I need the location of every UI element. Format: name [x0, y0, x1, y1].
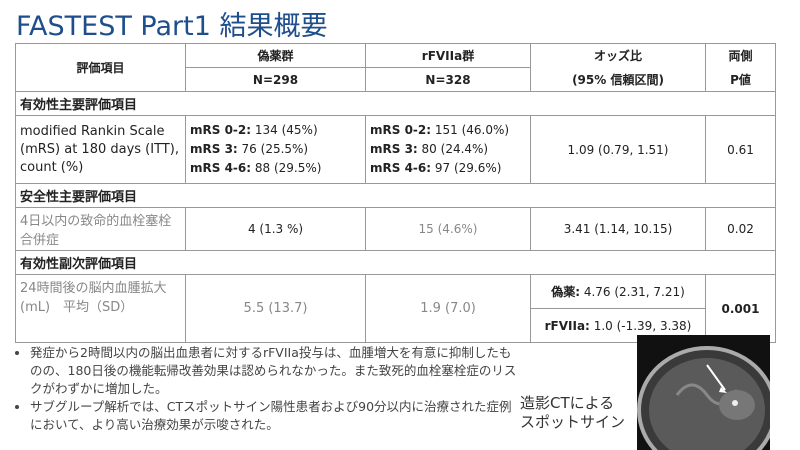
label: mRS 0-2:	[190, 123, 252, 137]
label: mRS 3:	[190, 142, 238, 156]
line: mRS 3: 80 (24.4%)	[370, 140, 526, 159]
label: rFVIIa:	[544, 318, 590, 333]
rfviia-cell: mRS 0-2: 151 (46.0%) mRS 3: 80 (24.4%) m…	[365, 115, 531, 184]
placebo-cell: 5.5 (13.7)	[185, 274, 366, 343]
rfviia-cell: 15 (4.6%)	[365, 207, 531, 251]
placebo-cell: 4 (1.3 %)	[185, 207, 366, 251]
label: mRS 3:	[370, 142, 418, 156]
header-cell: P値	[705, 67, 776, 92]
bullet: 発症から2時間以内の脳出血患者に対するrFVIIa投与は、血腫増大を有意に抑制し…	[30, 344, 520, 398]
value: 151 (46.0%)	[434, 123, 510, 137]
section-heading: 有効性主要評価項目	[15, 91, 776, 116]
header-cell: 偽薬群	[185, 43, 366, 68]
header-cell: 両側	[705, 43, 776, 68]
slide-title: FASTEST Part1 結果概要	[16, 11, 328, 42]
label: mRS 4-6:	[190, 161, 252, 175]
bullet: サブグループ解析では、CTスポットサイン陽性患者および90分以内に治療された症例…	[30, 398, 520, 434]
header-cell: オッズ比	[530, 43, 706, 68]
header-cell: (95% 信頼区間)	[530, 67, 706, 92]
value: 88 (29.5%)	[254, 161, 322, 175]
value: 76 (25.5%)	[241, 142, 309, 156]
results-table: 評価項目 偽薬群 rFVIIa群 オッズ比 両側 N=298 N=328 (95…	[15, 43, 776, 343]
odds-cell: 3.41 (1.14, 10.15)	[530, 207, 706, 251]
caption-line: スポットサイン	[520, 413, 626, 431]
odds-cell: 1.09 (0.79, 1.51)	[530, 115, 706, 184]
image-caption: 造影CTによる スポットサイン	[520, 394, 625, 432]
header-cell: N=328	[365, 67, 531, 92]
rfviia-cell: 1.9 (7.0)	[365, 274, 531, 343]
header-cell: 評価項目	[15, 43, 186, 92]
section-row: 安全性主要評価項目	[15, 183, 776, 208]
bullet-list: 発症から2時間以内の脳出血患者に対するrFVIIa投与は、血腫増大を有意に抑制し…	[10, 344, 520, 434]
data-row: 4日以内の致命的血栓塞栓合併症 4 (1.3 %) 15 (4.6%) 3.41…	[15, 207, 776, 251]
header-row: 評価項目 偽薬群 rFVIIa群 オッズ比 両側	[15, 43, 776, 92]
caption-line: 造影CTによる	[520, 394, 615, 412]
item-cell: modified Rankin Scale (mRS) at 180 days …	[15, 115, 186, 184]
item-cell: 4日以内の致命的血栓塞栓合併症	[15, 207, 186, 251]
label: mRS 0-2:	[370, 123, 432, 137]
section-heading: 安全性主要評価項目	[15, 183, 776, 208]
value: 1.0 (-1.39, 3.38)	[593, 318, 692, 333]
odds-cell: 偽薬: 4.76 (2.31, 7.21)	[530, 274, 706, 309]
header-cell: N=298	[185, 67, 366, 92]
data-row: modified Rankin Scale (mRS) at 180 days …	[15, 115, 776, 184]
item-cell: 24時間後の脳内血腫拡大(mL) 平均（SD）	[15, 274, 186, 343]
section-row: 有効性副次評価項目	[15, 250, 776, 275]
value: 80 (24.4%)	[421, 142, 489, 156]
value: 97 (29.6%)	[434, 161, 502, 175]
line: mRS 4-6: 97 (29.6%)	[370, 159, 526, 178]
p-cell: 0.02	[705, 207, 776, 251]
line: mRS 0-2: 134 (45%)	[190, 121, 361, 140]
placebo-cell: mRS 0-2: 134 (45%) mRS 3: 76 (25.5%) mRS…	[185, 115, 366, 184]
p-cell: 0.61	[705, 115, 776, 184]
label: mRS 4-6:	[370, 161, 432, 175]
label: 偽薬:	[551, 285, 580, 299]
line: mRS 0-2: 151 (46.0%)	[370, 121, 526, 140]
section-row: 有効性主要評価項目	[15, 91, 776, 116]
section-heading: 有効性副次評価項目	[15, 250, 776, 275]
value: 4.76 (2.31, 7.21)	[583, 285, 685, 299]
data-row: 24時間後の脳内血腫拡大(mL) 平均（SD） 5.5 (13.7) 1.9 (…	[15, 274, 776, 343]
line: mRS 3: 76 (25.5%)	[190, 140, 361, 159]
header-cell: rFVIIa群	[365, 43, 531, 68]
p-cell: 0.001	[705, 274, 776, 343]
line: mRS 4-6: 88 (29.5%)	[190, 159, 361, 178]
ct-image	[637, 335, 770, 450]
value: 134 (45%)	[254, 123, 318, 137]
